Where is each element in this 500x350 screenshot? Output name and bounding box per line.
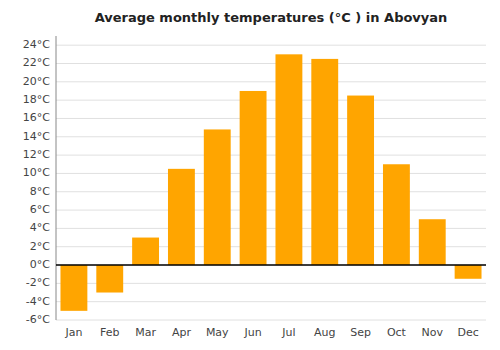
y-axis: -6°C -4°C -2°C 0°C 2°C 4°C 6°C 8°C 10°C 12°C 14°C 1… [23,36,56,326]
grid-line [56,155,486,156]
y-tick-label: -4°C [26,295,50,308]
y-tick-label: 8°C [30,185,50,198]
x-tick-label: Jun [243,326,261,339]
bar [204,129,231,265]
grid-line [56,63,486,64]
bar [455,265,482,279]
x-tick-label: Mar [135,326,156,339]
y-tick-label: 14°C [23,130,50,143]
y-tick-label: 20°C [23,75,50,88]
grid-line [56,81,486,82]
grid-line [56,265,486,266]
chart: -6°C -4°C -2°C 0°C 2°C 4°C 6°C 8°C 10°C 12°C 14°C 1… [0,0,500,350]
grid-line [56,118,486,119]
bar [383,164,410,265]
y-tick-label: -2°C [26,276,50,289]
x-tick-label: Jan [64,326,82,339]
y-tick-label: -6°C [26,313,50,326]
grid-line [56,45,486,46]
y-tick-label: 6°C [30,203,50,216]
y-tick-label: 10°C [23,166,50,179]
zero-line [56,264,486,266]
x-tick-label: May [206,326,229,339]
bar [311,59,338,265]
x-tick-label: Jul [281,326,295,339]
x-tick-label: Sep [350,326,371,339]
x-axis: Jan Feb Mar Apr May Jun Jul Aug Sep Oct Nov Dec [64,326,478,339]
x-tick-label: Dec [457,326,478,339]
y-tick-label: 4°C [30,221,50,234]
grid-line [56,301,486,302]
x-tick-label: Feb [100,326,119,339]
bar [275,54,302,265]
x-tick-label: Oct [387,326,407,339]
bar [347,96,374,265]
title: Average monthly temperatures (°C ) in Ab… [95,10,448,25]
bar [96,265,123,292]
grid [56,45,486,320]
bar [168,169,195,265]
chart-container: -6°C -4°C -2°C 0°C 2°C 4°C 6°C 8°C 10°C 12°C 14°C 1… [0,0,500,350]
y-tick-label: 16°C [23,111,50,124]
bar [419,219,446,265]
x-tick-label: Nov [422,326,444,339]
bar [132,238,159,265]
grid-line [56,191,486,192]
y-axis-line [56,36,57,320]
y-tick-label: 22°C [23,56,50,69]
y-tick-label: 0°C [30,258,50,271]
bar [240,91,267,265]
grid-line [56,136,486,137]
x-tick-label: Apr [172,326,192,339]
bar [60,265,87,311]
grid-line [56,210,486,211]
grid-line [56,100,486,101]
x-tick-label: Aug [314,326,335,339]
y-tick-label: 24°C [23,38,50,51]
grid-line [56,173,486,174]
grid-line [56,320,486,321]
y-tick-label: 12°C [23,148,50,161]
bars [60,54,481,311]
y-tick-label: 2°C [30,240,50,253]
y-tick-label: 18°C [23,93,50,106]
